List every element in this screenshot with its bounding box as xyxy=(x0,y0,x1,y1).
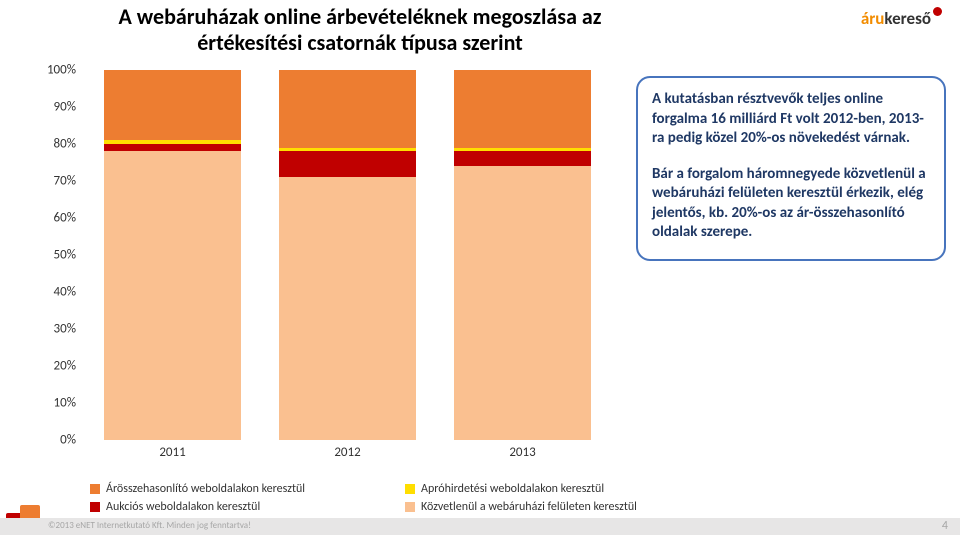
bar-segment xyxy=(279,177,416,440)
y-tick-label: 0% xyxy=(60,433,76,448)
brand-part1: áru xyxy=(861,8,885,29)
legend-swatch xyxy=(90,484,100,494)
x-tick-label: 2012 xyxy=(334,445,360,460)
legend-swatch xyxy=(90,502,100,512)
insight-callout: A kutatásban résztvevők teljes online fo… xyxy=(636,76,946,261)
x-tick-label: 2011 xyxy=(159,445,185,460)
legend-item: Árösszehasonlító weboldalakon keresztül xyxy=(90,482,395,496)
brand-logo: árukereső xyxy=(861,8,942,29)
bar-2013 xyxy=(454,70,591,440)
bar-segment xyxy=(279,70,416,148)
bar-segment xyxy=(104,151,241,440)
y-tick-label: 80% xyxy=(54,137,76,152)
chart-plot-area xyxy=(85,70,610,440)
brand-dot-icon xyxy=(933,7,942,16)
slide: A webáruházak online árbevételéknek mego… xyxy=(0,0,960,535)
y-tick-label: 90% xyxy=(54,100,76,115)
footer-copyright: ©2013 eNET Internetkutató Kft. Minden jo… xyxy=(48,520,251,531)
brand-part2: kereső xyxy=(884,8,931,29)
bar-2011 xyxy=(104,70,241,440)
bar-segment xyxy=(454,70,591,148)
legend-label: Apróhirdetési weboldalakon keresztül xyxy=(421,482,604,496)
y-axis-labels: 0%10%20%30%40%50%60%70%80%90%100% xyxy=(30,70,80,440)
callout-paragraph: Bár a forgalom háromnegyede közvetlenül … xyxy=(652,165,930,243)
y-tick-label: 40% xyxy=(54,285,76,300)
legend-swatch xyxy=(405,484,415,494)
legend-item: Közvetlenül a webáruházi felületen keres… xyxy=(405,500,710,514)
x-axis-labels: 2011 2012 2013 xyxy=(85,445,610,460)
bar-segment xyxy=(104,144,241,151)
legend-item: Apróhirdetési weboldalakon keresztül xyxy=(405,482,710,496)
bar-segment xyxy=(454,151,591,166)
legend-item: Aukciós weboldalakon keresztül xyxy=(90,500,395,514)
revenue-channel-chart: 0%10%20%30%40%50%60%70%80%90%100% 201120… xyxy=(30,70,610,470)
bar-2012 xyxy=(279,70,416,440)
page-title: A webáruházak online árbevételéknek mego… xyxy=(110,4,610,57)
x-tick-label: 2013 xyxy=(509,445,535,460)
bars-container xyxy=(85,70,610,440)
bar-segment xyxy=(104,70,241,140)
y-tick-label: 100% xyxy=(47,63,76,78)
y-tick-label: 60% xyxy=(54,211,76,226)
legend-label: Közvetlenül a webáruházi felületen keres… xyxy=(421,500,637,514)
y-tick-label: 10% xyxy=(54,396,76,411)
legend-label: Aukciós weboldalakon keresztül xyxy=(106,500,260,514)
y-tick-label: 70% xyxy=(54,174,76,189)
bar-segment xyxy=(454,166,591,440)
y-tick-label: 50% xyxy=(54,248,76,263)
footer-bar: ©2013 eNET Internetkutató Kft. Minden jo… xyxy=(0,518,960,535)
chart-legend: Árösszehasonlító weboldalakon keresztül A… xyxy=(90,482,710,514)
bar-segment xyxy=(279,151,416,177)
legend-swatch xyxy=(405,502,415,512)
legend-label: Árösszehasonlító weboldalakon keresztül xyxy=(106,482,305,496)
callout-paragraph: A kutatásban résztvevők teljes online fo… xyxy=(652,90,930,149)
y-tick-label: 20% xyxy=(54,359,76,374)
footer-page-number: 4 xyxy=(942,519,948,533)
y-tick-label: 30% xyxy=(54,322,76,337)
